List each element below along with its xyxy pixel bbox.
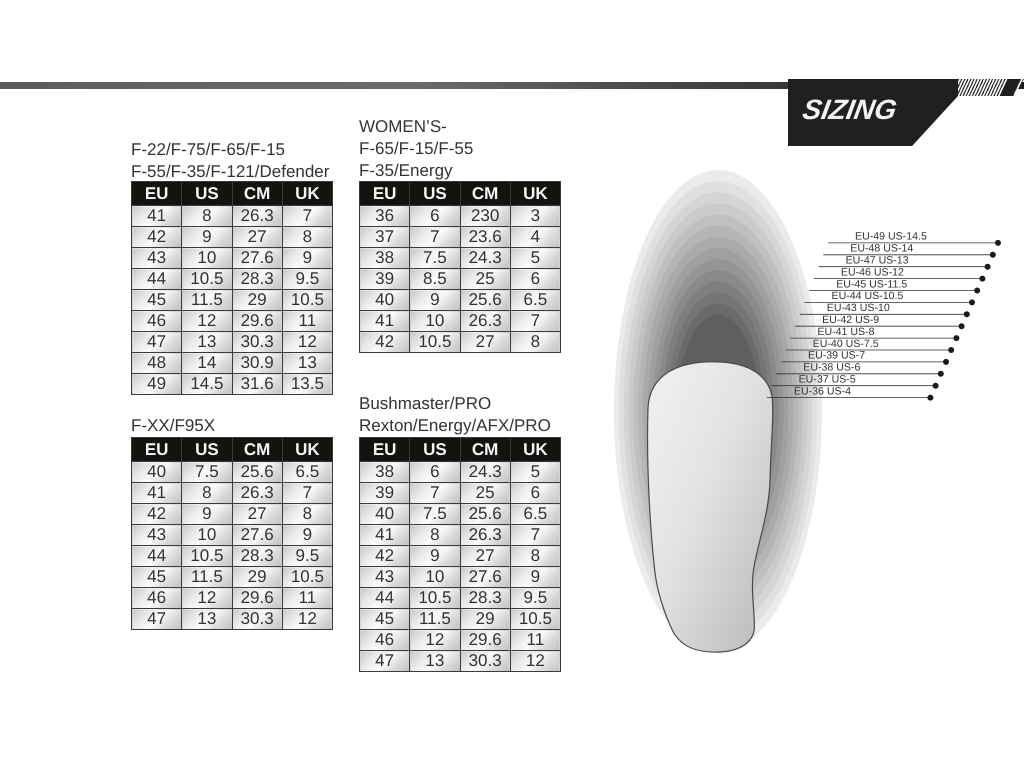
svg-text:EU-49 US-14.5: EU-49 US-14.5 <box>855 231 927 243</box>
svg-text:EU-40 US-7.5: EU-40 US-7.5 <box>813 338 879 350</box>
svg-text:EU-41 US-8: EU-41 US-8 <box>817 326 874 338</box>
svg-text:EU-37 US-5: EU-37 US-5 <box>799 374 856 386</box>
svg-text:EU-45 US-11.5: EU-45 US-11.5 <box>836 278 907 290</box>
svg-text:EU-48 US-14: EU-48 US-14 <box>850 243 913 255</box>
svg-text:EU-42 US-9: EU-42 US-9 <box>822 314 879 326</box>
svg-text:EU-47 US-13: EU-47 US-13 <box>846 255 909 267</box>
svg-text:EU-36 US-4: EU-36 US-4 <box>794 385 851 397</box>
svg-text:EU-38 US-6: EU-38 US-6 <box>803 362 860 374</box>
svg-text:EU-39 US-7: EU-39 US-7 <box>808 350 865 362</box>
svg-text:EU-43 US-10: EU-43 US-10 <box>827 302 890 314</box>
svg-text:EU-46 US-12: EU-46 US-12 <box>841 266 904 278</box>
svg-text:EU-44 US-10.5: EU-44 US-10.5 <box>832 290 904 302</box>
